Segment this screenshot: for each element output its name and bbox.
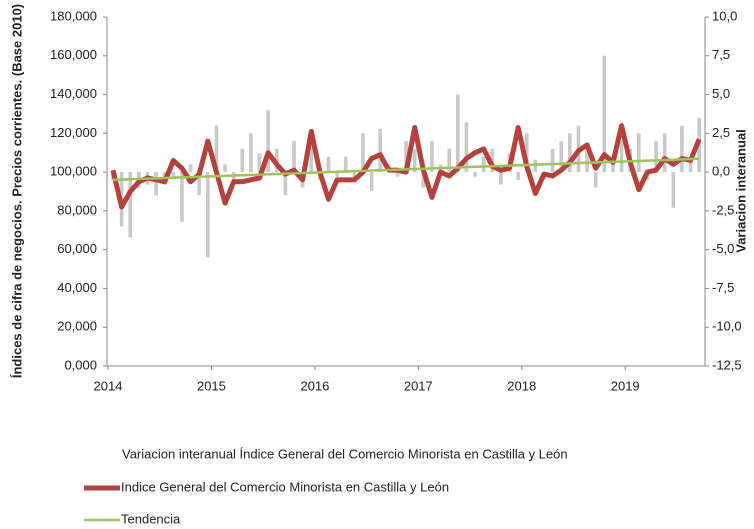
y-axis-title: Índices de cifra de negocios. Precios co… [9, 4, 24, 378]
y-tick-label: 180,000 [50, 8, 97, 23]
y-tick-label: 60,000 [57, 241, 97, 256]
bar [585, 148, 589, 173]
bar [662, 133, 667, 173]
bar [214, 125, 219, 173]
y2-tick-label: 0,0 [712, 164, 730, 179]
legend-label: Variacion interanual Índice General del … [122, 446, 568, 461]
bar [197, 172, 201, 196]
y-tick-label: 0,000 [64, 357, 97, 372]
bar [180, 172, 184, 222]
bar [481, 156, 486, 173]
x-tick-label: 2014 [94, 378, 123, 393]
x-tick-label: 2018 [507, 378, 536, 393]
bar [231, 172, 236, 185]
y2-tick-label: -2,5 [712, 202, 734, 217]
bar [559, 141, 564, 173]
y2-tick-label: 10,0 [712, 8, 737, 23]
bar [369, 172, 374, 191]
y2-axis-title: Variacion interanual [733, 129, 748, 253]
y2-tick-label: -5,0 [712, 241, 734, 256]
y-tick-label: 80,000 [57, 202, 97, 217]
bar [593, 172, 598, 188]
bar [688, 156, 693, 173]
bar [490, 148, 495, 173]
bar [206, 172, 210, 258]
y-tick-label: 160,000 [50, 47, 97, 62]
y-tick-label: 100,000 [50, 164, 97, 179]
bar [292, 141, 296, 173]
bar [404, 141, 408, 173]
bar [352, 172, 357, 180]
bar [128, 172, 133, 238]
bar [447, 148, 451, 173]
bar [361, 133, 365, 173]
y2-tick-label: -12,5 [712, 357, 742, 372]
bar [309, 137, 314, 173]
bar [671, 172, 676, 208]
x-tick-label: 2016 [300, 378, 329, 393]
bar [412, 148, 417, 173]
bar [421, 172, 426, 188]
bar [637, 133, 641, 173]
bar [249, 133, 253, 173]
bar [654, 141, 658, 173]
y2-tick-label: 7,5 [712, 47, 730, 62]
bar [568, 133, 572, 173]
bar [499, 172, 503, 185]
bar [223, 164, 227, 173]
y-tick-label: 120,000 [50, 125, 97, 140]
bar [524, 133, 529, 173]
line [112, 157, 700, 182]
x-tick-label: 2017 [404, 378, 433, 393]
y2-tick-label: 5,0 [712, 86, 730, 101]
y2-tick-label: -10,0 [712, 319, 742, 334]
bar [464, 122, 469, 173]
bar [283, 172, 288, 196]
bar [378, 128, 383, 173]
bar [619, 141, 624, 173]
bar [550, 148, 555, 173]
bar [456, 94, 460, 173]
y2-tick-label: 2,5 [712, 125, 730, 140]
legend-label: Indice General del Comercio Minorista en… [121, 479, 449, 494]
bar [154, 172, 158, 196]
bar [680, 125, 684, 173]
x-tick-label: 2019 [611, 378, 640, 393]
bar [430, 141, 434, 173]
bar [266, 110, 270, 173]
bar [473, 172, 477, 177]
bar [611, 164, 615, 173]
bar [240, 148, 245, 173]
y-tick-label: 20,000 [57, 319, 97, 334]
bar [516, 172, 520, 180]
bar [343, 156, 348, 173]
bar [188, 164, 193, 173]
x-tick-label: 2015 [197, 378, 226, 393]
line [110, 123, 702, 210]
bar [395, 172, 400, 177]
bar [257, 153, 262, 173]
y-tick-label: 140,000 [50, 86, 97, 101]
bar [171, 172, 176, 177]
bar [602, 55, 607, 173]
legend-label: Tendencia [121, 511, 181, 526]
bar [326, 156, 331, 173]
y-tick-label: 40,000 [57, 280, 97, 295]
bar [335, 172, 339, 177]
y2-tick-label: -7,5 [712, 280, 734, 295]
